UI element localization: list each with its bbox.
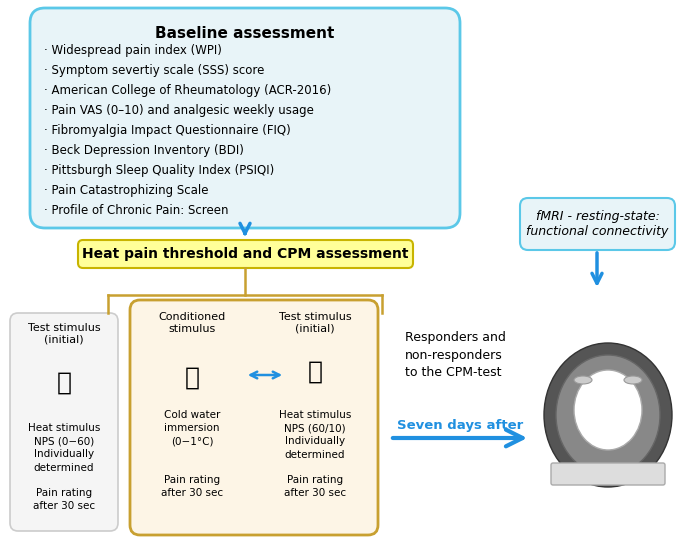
Text: · Symptom severtiy scale (SSS) score: · Symptom severtiy scale (SSS) score	[44, 64, 265, 77]
FancyBboxPatch shape	[30, 8, 460, 228]
Text: 🔥: 🔥	[57, 371, 71, 395]
Text: 🧊: 🧊	[184, 366, 200, 390]
Ellipse shape	[624, 376, 642, 384]
Text: · Widespread pain index (WPI): · Widespread pain index (WPI)	[44, 44, 222, 57]
Text: Seven days after: Seven days after	[397, 419, 523, 432]
Text: Heat stimulus
NPS (0−60)
Individually
determined: Heat stimulus NPS (0−60) Individually de…	[28, 423, 101, 473]
FancyArrowPatch shape	[393, 429, 523, 446]
Text: Cold water
immersion
(0−1°C): Cold water immersion (0−1°C)	[164, 410, 220, 446]
Text: · Beck Depression Inventory (BDI): · Beck Depression Inventory (BDI)	[44, 144, 244, 157]
Text: 🔥: 🔥	[308, 360, 322, 384]
Text: · Pain Catastrophizing Scale: · Pain Catastrophizing Scale	[44, 184, 209, 197]
Text: Pain rating
after 30 sec: Pain rating after 30 sec	[33, 488, 95, 511]
Ellipse shape	[574, 370, 642, 450]
Text: Pain rating
after 30 sec: Pain rating after 30 sec	[161, 475, 223, 498]
Text: Test stimulus
(initial): Test stimulus (initial)	[279, 312, 351, 334]
Text: Heat stimulus
NPS (60/10)
Individually
determined: Heat stimulus NPS (60/10) Individually d…	[279, 410, 351, 459]
Text: Baseline assessment: Baseline assessment	[156, 26, 334, 41]
Text: Heat pain threshold and CPM assessment: Heat pain threshold and CPM assessment	[82, 247, 409, 261]
FancyBboxPatch shape	[551, 463, 665, 485]
FancyBboxPatch shape	[78, 240, 413, 268]
Text: Pain rating
after 30 sec: Pain rating after 30 sec	[284, 475, 346, 498]
Text: Responders and
non-responders
to the CPM-test: Responders and non-responders to the CPM…	[405, 330, 506, 380]
FancyBboxPatch shape	[130, 300, 378, 535]
Text: · American College of Rheumatology (ACR-2016): · American College of Rheumatology (ACR-…	[44, 84, 332, 97]
FancyBboxPatch shape	[10, 313, 118, 531]
Ellipse shape	[574, 376, 592, 384]
Text: · Pittsburgh Sleep Quality Index (PSIQI): · Pittsburgh Sleep Quality Index (PSIQI)	[44, 164, 274, 177]
Text: · Profile of Chronic Pain: Screen: · Profile of Chronic Pain: Screen	[44, 204, 228, 217]
Ellipse shape	[544, 343, 672, 487]
Ellipse shape	[556, 355, 660, 475]
Text: Test stimulus
(initial): Test stimulus (initial)	[28, 323, 101, 345]
Text: · Pain VAS (0–10) and analgesic weekly usage: · Pain VAS (0–10) and analgesic weekly u…	[44, 104, 314, 117]
FancyBboxPatch shape	[520, 198, 675, 250]
Text: Conditioned
stimulus: Conditioned stimulus	[158, 312, 225, 334]
Text: fMRI - resting-state:
functional connectivity: fMRI - resting-state: functional connect…	[526, 210, 669, 238]
Text: · Fibromyalgia Impact Questionnaire (FIQ): · Fibromyalgia Impact Questionnaire (FIQ…	[44, 124, 291, 137]
